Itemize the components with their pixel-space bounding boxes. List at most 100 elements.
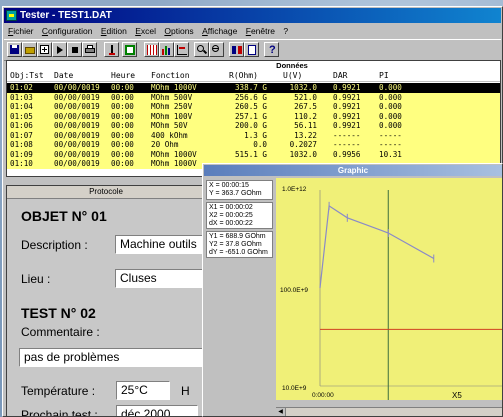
col-r-ohm[interactable]: R(Ohm) <box>229 71 258 80</box>
table-cell: 01:10 <box>10 159 33 168</box>
cursor-readout: X = 00:00:15 Y = 363.7 GOhm <box>206 180 273 200</box>
description-field[interactable]: Machine outils <box>115 235 205 254</box>
table-cell: MOhm 500V <box>151 92 193 102</box>
table-cell: 00/00/0019 <box>54 140 100 149</box>
table-cell: 0.9921 <box>333 83 361 92</box>
menu-excel[interactable]: Excel <box>135 26 156 36</box>
table-cell: 515.1 G <box>234 149 267 159</box>
table-cell: 00:00 <box>111 149 134 159</box>
table-cell: ------ <box>333 130 361 140</box>
commentaire-field[interactable]: pas de problèmes <box>19 348 205 367</box>
lieu-field[interactable]: Cluses <box>115 269 205 288</box>
bar-chart-icon[interactable] <box>159 42 174 57</box>
menu-fenetre[interactable]: Fenêtre <box>245 26 276 36</box>
x1-value: X1 = 00:00:02 <box>209 204 253 211</box>
col-fonction[interactable]: Fonction <box>151 71 190 80</box>
table-cell: 00:00 <box>111 121 134 130</box>
table-row[interactable]: 01:02 00/00/0019 00:00 MOhm 1000V 338.7 G 103… <box>7 83 500 93</box>
table-cell: 00/00/0019 <box>54 130 100 140</box>
temperature-label: Température : <box>21 384 96 398</box>
save-icon[interactable] <box>7 42 22 57</box>
compare-icon[interactable] <box>229 42 244 57</box>
table-row[interactable]: 01:07 00/00/0019 00:00 400 kOhm 1.3 G 13.22 --… <box>7 130 500 140</box>
temperature-field[interactable]: 25°C <box>116 381 170 400</box>
menu-affichage[interactable]: Affichage <box>202 26 238 36</box>
graphic-title[interactable]: Graphic <box>204 165 502 176</box>
menu-fichier[interactable]: Fichier <box>8 26 34 36</box>
table-cell: 267.5 <box>294 102 317 111</box>
menu-options[interactable]: Options <box>164 26 194 36</box>
table-cell: 56.11 <box>294 121 317 130</box>
delta-y-readout: Y1 = 688.9 GOhm Y2 = 37.8 GOhm dY = -651… <box>206 231 273 258</box>
data-grid[interactable]: Données Obj:Tst Date Heure Fonction R(Oh… <box>6 60 501 177</box>
table-cell: 01:07 <box>10 130 33 140</box>
table-cell: 0.2027 <box>289 140 317 149</box>
excel-icon[interactable] <box>122 42 137 57</box>
zoom-out-icon[interactable] <box>209 42 224 57</box>
lieu-label: Lieu : <box>21 272 51 286</box>
menu-configuration[interactable]: Configuration <box>41 26 93 36</box>
cursor-x: X = 00:00:15 <box>209 182 249 189</box>
table-cell: 01:03 <box>10 92 33 102</box>
table-cell: 00/00/0019 <box>54 111 100 121</box>
grid-rows: 01:02 00/00/0019 00:00 MOhm 1000V 338.7 G 103… <box>7 83 500 169</box>
scroll-left-icon[interactable]: ◀ <box>276 408 286 416</box>
table-cell: 0.000 <box>379 83 402 92</box>
table-row[interactable]: 01:04 00/00/0019 00:00 MOhm 250V 260.5 G 267.… <box>7 102 500 112</box>
table-cell: 01:02 <box>10 83 33 92</box>
table-cell: 01:06 <box>10 121 33 130</box>
col-pi[interactable]: PI <box>379 71 389 80</box>
app-icon[interactable] <box>6 10 17 21</box>
menu-help[interactable]: ? <box>283 26 289 36</box>
table-cell: ----- <box>379 140 402 149</box>
prochain-test-field[interactable]: déc 2000 <box>116 405 198 416</box>
table-row[interactable]: 01:09 00/00/0019 00:00 MOhm 1000V 515.1 G 103… <box>7 149 500 159</box>
y-tick-label-top: 1.0E+12 <box>282 186 307 193</box>
table-cell: 01:04 <box>10 102 33 111</box>
table-cell: 20 Ohm <box>151 140 179 149</box>
table-cell: 00/00/0019 <box>54 102 100 111</box>
col-u-v[interactable]: U(V) <box>283 71 303 80</box>
table-row[interactable]: 01:06 00/00/0019 00:00 MOhm 50V 200.0 G 56.11… <box>7 121 500 131</box>
table-cell: 01:09 <box>10 149 33 159</box>
cursor-y: Y = 363.7 GOhm <box>209 190 262 197</box>
x-tick-label-start: 0:00:00 <box>312 392 334 399</box>
table-cell: 13.22 <box>294 130 317 140</box>
help-icon[interactable]: ? <box>264 42 279 57</box>
table-row[interactable]: 01:03 00/00/0019 00:00 MOhm 500V 256.6 G 521.… <box>7 92 500 102</box>
horizontal-scrollbar[interactable]: ◀ <box>276 407 502 416</box>
plot-area[interactable]: 1.0E+12 100.0E+9 10.0E+9 0:00:00 X5 <box>276 178 502 400</box>
stop-icon[interactable] <box>67 42 82 57</box>
zoom-in-icon[interactable] <box>194 42 209 57</box>
play-icon[interactable] <box>52 42 67 57</box>
table-cell: 00:00 <box>111 102 134 111</box>
title-bar[interactable]: Tester - TEST1.DAT <box>4 8 501 23</box>
prochain-test-label: Prochain test : <box>21 408 98 417</box>
col-obj-tst[interactable]: Obj:Tst <box>10 71 44 80</box>
table-cell: 1032.0 <box>289 83 317 92</box>
table-cell: 110.2 <box>294 111 317 121</box>
menu-edition[interactable]: Edition <box>100 26 127 36</box>
graph-icon[interactable] <box>174 42 189 57</box>
table-cell: 338.7 G <box>234 83 267 92</box>
dy-value: dY = -651.0 GOhm <box>209 249 268 256</box>
table-cell: 1.3 G <box>244 130 267 140</box>
folder-icon[interactable] <box>22 42 37 57</box>
table-row[interactable]: 01:08 00/00/0019 00:00 20 Ohm 0.0 0.2027 -----… <box>7 140 500 150</box>
table-cell: 00:00 <box>111 159 134 168</box>
probe-icon[interactable] <box>104 42 119 57</box>
col-date[interactable]: Date <box>54 71 74 80</box>
table-cell: MOhm 1000V <box>151 149 197 159</box>
menu-bar: Fichier Configuration Edition Excel Opti… <box>4 24 501 38</box>
paste-icon[interactable] <box>244 42 259 57</box>
table-cell: MOhm 100V <box>151 111 193 121</box>
table-cell: 01:08 <box>10 140 33 149</box>
table-cell: 00:00 <box>111 130 134 140</box>
table-cell: 0.000 <box>379 92 402 102</box>
col-heure[interactable]: Heure <box>111 71 136 80</box>
table-row[interactable]: 01:05 00/00/0019 00:00 MOhm 100V 257.1 G 110.… <box>7 111 500 121</box>
col-dar[interactable]: DAR <box>333 71 348 80</box>
add-icon[interactable] <box>37 42 52 57</box>
table-icon[interactable] <box>144 42 159 57</box>
printer-icon[interactable] <box>82 42 97 57</box>
